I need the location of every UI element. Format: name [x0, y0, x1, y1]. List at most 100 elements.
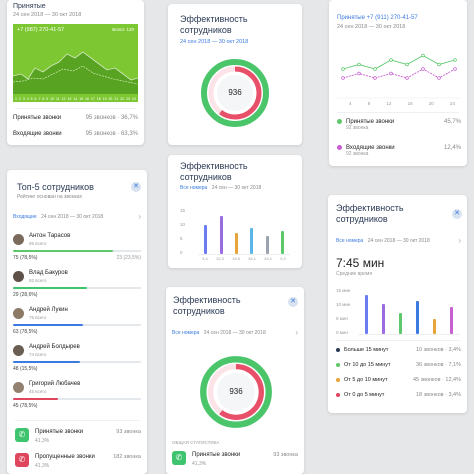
progress-fill [13, 250, 113, 252]
card-top-employees: Топ-5 сотрудников ✕ Рейтинг основан на з… [7, 170, 147, 474]
x-tick-label: 19 [102, 97, 107, 101]
duration-row[interactable]: От 10 до 15 минут 36 звонков · 7,1% [336, 362, 461, 374]
divider [337, 112, 459, 113]
employee-count: 75 (78,5%) [13, 255, 38, 261]
card3-date: 24 сен 2018 — 30 окт 2018 [337, 24, 406, 30]
legend-dot [336, 392, 340, 397]
bar [280, 230, 284, 254]
card6-row[interactable]: ✆ Принятые звонки 41,3% 93 звонка [172, 451, 298, 469]
card5-subtitle: Рейтинг основан на звонках [17, 194, 83, 200]
x-tick-label: 3 [22, 97, 25, 101]
close-icon[interactable]: ✕ [288, 297, 298, 307]
card1-date: 24 сен 2018 — 30 окт 2018 [13, 12, 82, 18]
employee-name: Антон Тарасов [29, 233, 71, 239]
x-tick-label: 8 [367, 101, 371, 106]
series-point [405, 62, 409, 67]
divider [336, 340, 459, 341]
card-efficiency-bars: Эффективность сотрудников Все номера 24 … [168, 155, 302, 268]
employee-item[interactable]: Антон Тарасов 95 всего 75 (78,5%) 23 (23,5%… [13, 232, 141, 266]
series-point [357, 71, 361, 76]
filter-label: Все номера [172, 330, 200, 336]
card4-plot [198, 210, 290, 255]
x-tick-label: 7 [38, 97, 41, 101]
employee-item[interactable]: Влад Бакуров 92 всего 29 (28,6%) [13, 269, 141, 303]
filter-label: Все номера [336, 238, 364, 244]
card1-row-1[interactable]: Входящие звонки 95 звонков · 63,3% [13, 128, 138, 140]
card2-center-value: 936 [228, 88, 242, 97]
x-tick-label: 22 [120, 97, 125, 101]
filter-date: 24 сен 2018 — 30 окт 2018 [203, 330, 266, 336]
chevron-right-icon[interactable]: › [295, 328, 298, 337]
employee-item[interactable]: Андрей Болдырев 74 всего 48 (15,5%) [13, 343, 141, 377]
x-tick-label: 16 [407, 101, 413, 106]
avatar [13, 345, 24, 356]
card3-row-1[interactable]: Входящие звонки 12,4% 92 звонка [337, 145, 461, 163]
employee-count: 48 (15,5%) [13, 366, 38, 372]
card5-filter[interactable]: Входящие 24 сен 2018 — 30 окт 2018 [13, 214, 103, 220]
progress-track [13, 250, 141, 252]
phone-accepted-icon: ✆ [172, 451, 186, 465]
row-label: Принятые звонки [192, 452, 241, 458]
series-point [437, 76, 441, 80]
employee-total: 75 всего [29, 315, 47, 320]
series-point [405, 76, 409, 80]
employee-item[interactable]: Андрей Лукин 75 всего 63 (78,5%) [13, 306, 141, 340]
card-line-chart: Принятые +7 (911) 270-41-57 24 сен 2018 … [329, 0, 467, 166]
series-point [437, 62, 441, 67]
employee-name: Андрей Болдырев [29, 344, 80, 350]
bar [416, 301, 419, 334]
row-sub: 41,3% [35, 438, 50, 444]
card7-filter[interactable]: Все номера 24 сен 2018 — 30 окт 2018 [336, 238, 430, 244]
card7-plot [358, 289, 460, 335]
row-value: 93 звонка [273, 452, 298, 458]
y-tick-label: 5 мин [336, 316, 348, 321]
row-sub: 41,3% [35, 463, 50, 469]
card4-filter[interactable]: Все номера 24 сен — 30 окт 2018 [180, 185, 261, 191]
filter-date: 24 сен 2018 — 30 окт 2018 [41, 214, 104, 220]
card5-row-1[interactable]: ✆ Пропущенные звонки 41,3% 182 звонка [15, 453, 141, 471]
x-tick-label: 1 [15, 97, 17, 101]
card1-title: Принятые [13, 3, 46, 10]
close-icon[interactable]: ✕ [131, 182, 141, 192]
bar [382, 304, 385, 334]
phone-accepted-icon: ✆ [15, 428, 29, 442]
card3-phone: Принятые +7 (911) 270-41-57 [337, 15, 418, 21]
progress-track [13, 324, 141, 326]
row-value: 45,7% [443, 119, 461, 125]
y-tick-label: 15 мин [336, 288, 351, 293]
card1-row-0[interactable]: Принятые звонки 95 звонков · 36,7% [13, 112, 138, 124]
duration-row[interactable]: Больше 15 минут 10 звонков · 3,4% [336, 347, 461, 359]
card6-donut [200, 356, 272, 428]
employee-count: 29 (28,6%) [13, 292, 38, 298]
x-tick-label: 12 [386, 101, 392, 106]
divider [15, 108, 136, 109]
x-tick-label: 13 [67, 97, 72, 101]
card7-title: Эффективность сотрудников [336, 203, 404, 224]
close-icon[interactable]: ✕ [452, 209, 462, 219]
card1-phone: +7 (987) 270-41-57 [17, 27, 65, 33]
card1-x-axis: 1 2 3 4 5 6 7 8 9 10 11 12 13 14 15 16 17 18 19 20 21 22 23 24 [15, 97, 136, 101]
employee-item[interactable]: Григорий Любачев 45 всего 45 (78,5%) [13, 380, 141, 414]
series-line [342, 68, 456, 79]
x-tick-label: 12 [61, 97, 66, 101]
avatar [13, 382, 24, 393]
card2-date: 24 сен 2018 — 30 окт 2018 [180, 39, 249, 45]
row-value: 95 звонков · 36,7% [85, 115, 138, 121]
x-tick-label: 11 [56, 97, 60, 101]
x-tick-label: 3,4 [202, 256, 208, 261]
card7-big-time: 7:45 мин [336, 256, 385, 270]
card6-filter[interactable]: Все номера 24 сен 2018 — 30 окт 2018 [172, 330, 266, 336]
duration-row[interactable]: От 5 до 10 минут 45 звонков · 12,4% [336, 377, 461, 389]
employee-count: 45 (78,5%) [13, 403, 38, 409]
card1-area-svg [13, 51, 138, 94]
x-tick-label: 5 [30, 97, 33, 101]
series-point [389, 71, 393, 76]
series-point [389, 58, 393, 62]
chevron-right-icon[interactable]: › [138, 212, 141, 221]
card3-row-0[interactable]: Принятые звонки 45,7% 92 звонка [337, 119, 461, 137]
employee-total: 95 всего [29, 241, 47, 246]
duration-row[interactable]: От 0 до 5 минут 18 звонков · 3,4% [336, 392, 461, 404]
chevron-right-icon[interactable]: › [458, 236, 461, 245]
card5-row-0[interactable]: ✆ Принятые звонки 41,3% 93 звонка [15, 428, 141, 446]
row-sub: 92 звонка [346, 125, 369, 132]
